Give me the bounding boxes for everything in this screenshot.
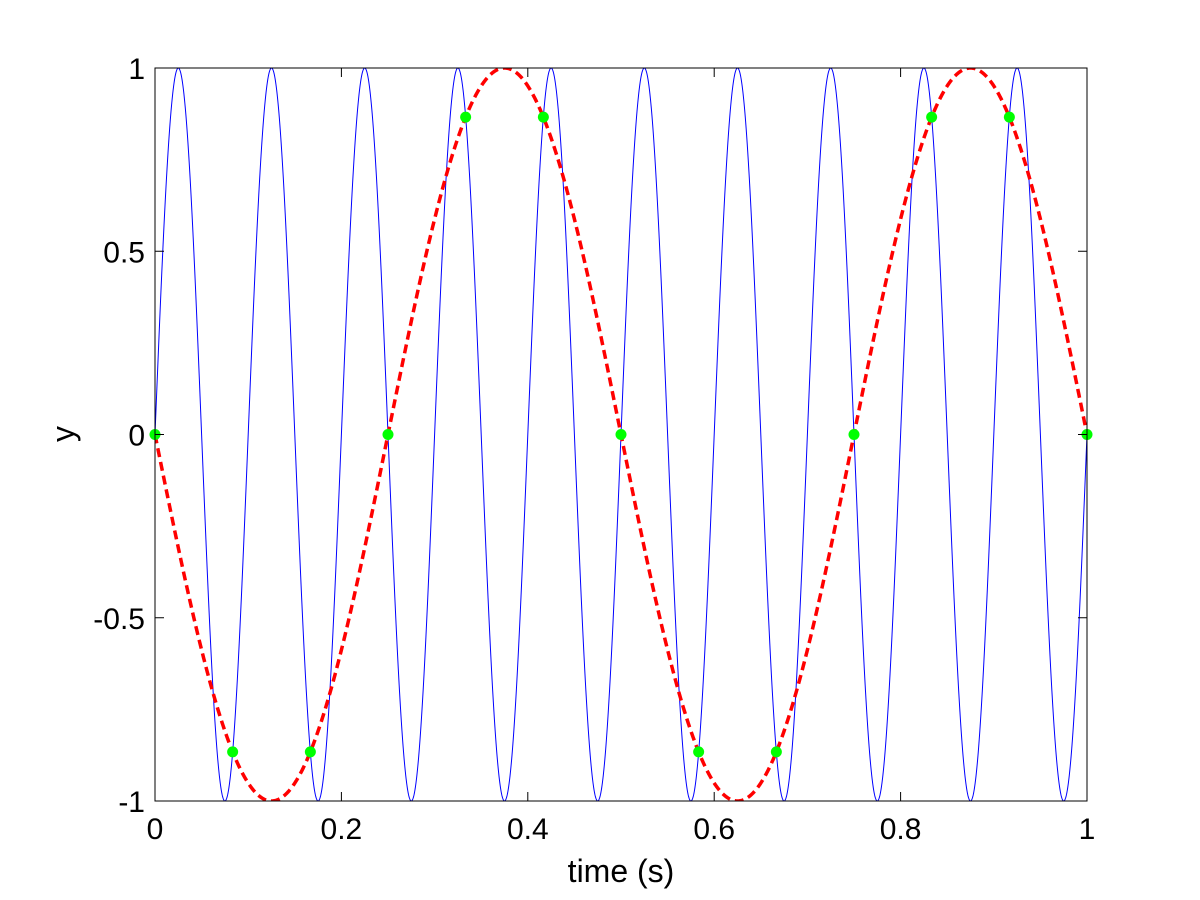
- sample-point: [1003, 111, 1015, 123]
- sample-point: [304, 746, 316, 758]
- sample-point: [460, 111, 472, 123]
- sample-point: [693, 746, 705, 758]
- x-axis-label: time (s): [568, 853, 675, 889]
- sample-point: [382, 429, 394, 440]
- tick-layer: [154, 67, 1088, 802]
- y-tick-label: 1: [128, 53, 145, 86]
- y-tick-label: 0.5: [103, 236, 145, 269]
- y-tick-label: 0: [128, 420, 145, 453]
- x-tick-label: 1: [1079, 813, 1096, 846]
- sample-point: [615, 429, 627, 440]
- sample-point: [848, 429, 860, 440]
- sample-point: [926, 111, 938, 123]
- y-tick-label: -1: [118, 786, 145, 819]
- x-tick-label: 0.4: [507, 813, 549, 846]
- sample-point: [770, 746, 782, 758]
- sample-point: [537, 111, 549, 123]
- x-tick-label: 0.8: [880, 813, 922, 846]
- label-layer: 0 0.2 0.4 0.6 0.8 1 -1 -0.5 0 0.5 1: [93, 53, 1095, 846]
- x-tick-label: 0.6: [693, 813, 735, 846]
- y-axis-label: y: [45, 426, 81, 442]
- sample-point: [227, 746, 239, 758]
- x-tick-label: 0: [147, 813, 164, 846]
- x-tick-label: 0.2: [321, 813, 363, 846]
- y-tick-label: -0.5: [93, 603, 145, 636]
- marker-layer: [149, 111, 1093, 758]
